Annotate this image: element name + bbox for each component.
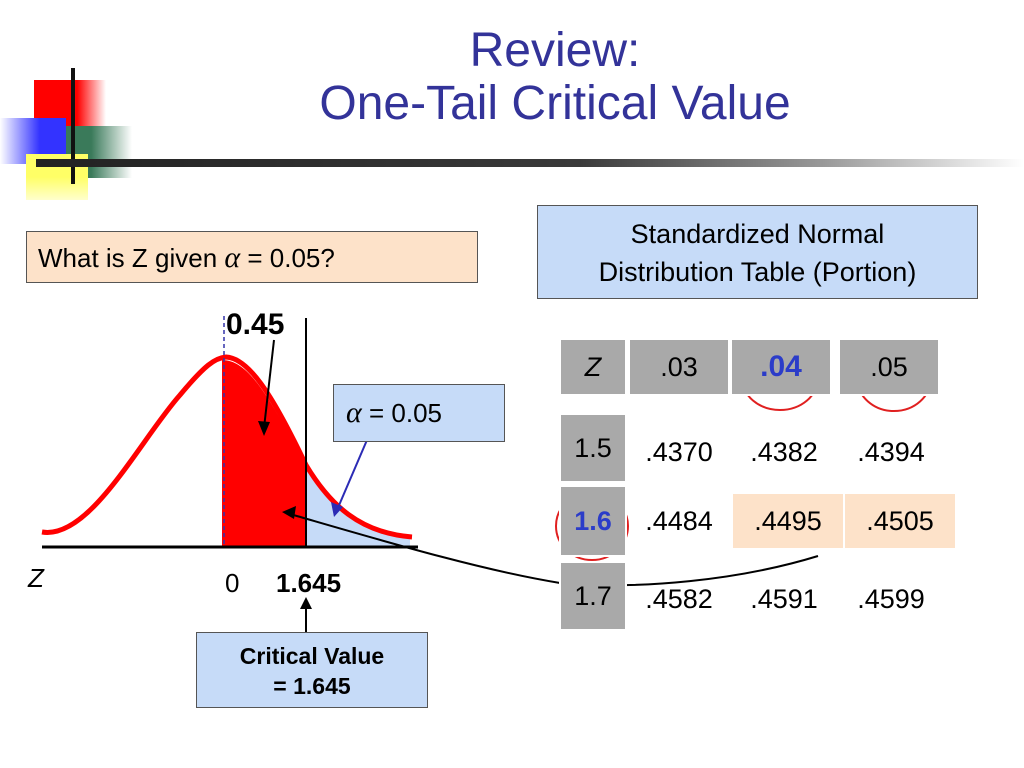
table-col-header: .03 — [628, 338, 730, 396]
table-cell: .4382 — [750, 436, 818, 467]
alpha-value: = 0.05 — [361, 398, 442, 428]
table-cell: .4582 — [645, 583, 713, 614]
question-box: What is Z given α = 0.05? — [26, 231, 478, 283]
table-row-header: 1.7 — [559, 561, 627, 631]
question-suffix: = 0.05? — [240, 243, 335, 273]
area-label-arrow — [263, 339, 275, 429]
question-prefix: What is Z given — [38, 243, 225, 273]
critical-value-box: Critical Value = 1.645 — [196, 632, 428, 708]
normal-curve — [41, 354, 413, 540]
alpha-box: α = 0.05 — [333, 384, 505, 442]
table-cell-highlighted: .4495 — [733, 494, 843, 548]
area-0-45 — [222, 360, 306, 546]
lookup-arrowhead — [282, 506, 296, 519]
table-row-header: 1.6 — [559, 485, 627, 557]
table-cell: .4591 — [750, 583, 818, 614]
table-cell-highlighted: .4505 — [845, 494, 955, 548]
slide-title-line1: Review: — [469, 24, 641, 77]
table-row-header: 1.5 — [559, 413, 627, 483]
alpha-symbol: α — [346, 396, 362, 429]
area-label-arrowhead — [258, 421, 270, 436]
area-label: 0.45 — [226, 308, 284, 341]
slide-title: Review: One-Tail Critical Value — [250, 24, 860, 130]
table-title-line1: Standardized Normal — [630, 219, 885, 249]
table-cell: .4394 — [857, 436, 925, 467]
critical-value-line2: = 1.645 — [273, 673, 351, 699]
logo-vertical-line — [71, 68, 75, 184]
table-cell: .4484 — [645, 505, 713, 536]
table-title-box: Standardized Normal Distribution Table (… — [537, 205, 978, 299]
table-cell: .4599 — [857, 583, 925, 614]
z-axis-label: Z — [27, 563, 45, 593]
question-alpha-symbol: α — [224, 241, 241, 274]
title-rule — [36, 159, 1024, 167]
table-cell: .4370 — [645, 436, 713, 467]
tick-critical-label: 1.645 — [276, 568, 341, 598]
critical-value-line1: Critical Value — [239, 643, 385, 669]
tick-zero-label: 0 — [225, 568, 239, 598]
table-title-line2: Distribution Table (Portion) — [598, 257, 917, 287]
table-col-header: .04 — [730, 338, 832, 396]
alpha-arrowhead — [331, 502, 343, 517]
table-col-header: .05 — [838, 338, 940, 396]
alpha-arrow — [336, 439, 368, 511]
critical-box-arrowhead — [300, 597, 312, 609]
slide-title-line2: One-Tail Critical Value — [319, 77, 791, 130]
table-corner-cell: Z — [559, 338, 627, 396]
